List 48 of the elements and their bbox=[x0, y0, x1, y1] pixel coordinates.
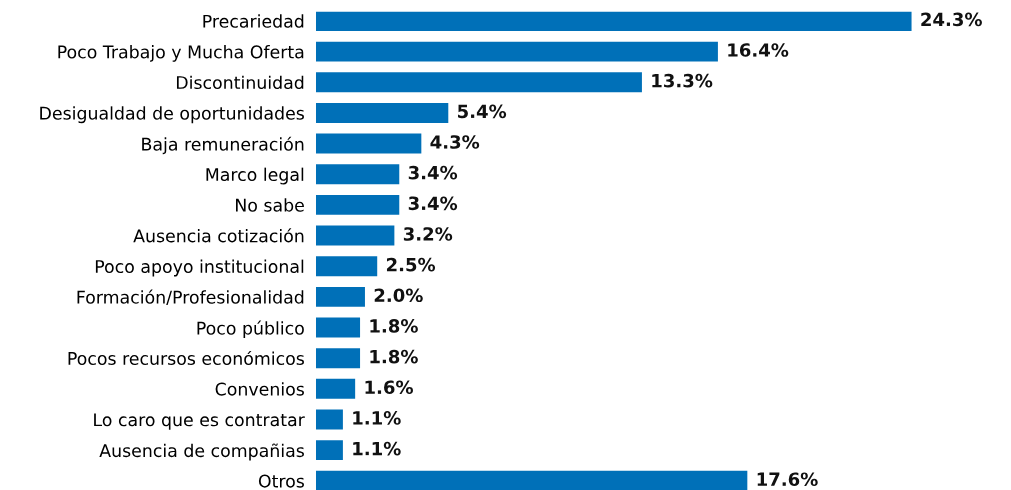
y-tick-label: No sabe bbox=[236, 198, 304, 212]
bar bbox=[315, 41, 718, 62]
y-tick-label: Poco apoyo institucional bbox=[95, 259, 304, 277]
y-tick-label: Poco Trabajo y Mucha Oferta bbox=[58, 45, 304, 62]
y-tick-label: Poco público bbox=[197, 320, 304, 339]
y-tick-label: Discontinuidad bbox=[176, 75, 304, 90]
bar bbox=[315, 348, 361, 369]
bar bbox=[315, 164, 400, 185]
data-label: 17.6% bbox=[757, 472, 818, 487]
data-label: 1.8% bbox=[370, 349, 418, 364]
y-tick-label: Pocos recursos económicos bbox=[68, 350, 304, 366]
data-label: 3.2% bbox=[403, 227, 453, 241]
bar bbox=[315, 194, 400, 215]
bar bbox=[315, 378, 356, 399]
bar bbox=[315, 470, 748, 490]
bar bbox=[315, 102, 449, 123]
data-label: 1.1% bbox=[353, 411, 401, 425]
y-tick-label: Desigualdad de oportunidades bbox=[40, 106, 304, 124]
y-tick-label: Otros bbox=[258, 474, 304, 488]
data-label: 3.4% bbox=[408, 196, 458, 211]
y-tick-label: Precariedad bbox=[203, 14, 304, 28]
data-label: 1.6% bbox=[365, 380, 413, 395]
y-tick-label: Lo caro que es contratar bbox=[94, 413, 305, 430]
data-label: 1.1% bbox=[353, 441, 401, 456]
bar bbox=[315, 133, 422, 154]
bar bbox=[315, 440, 343, 461]
bar bbox=[315, 409, 343, 430]
y-tick-label: Ausencia de compañias bbox=[99, 443, 304, 461]
data-label: 16.4% bbox=[728, 43, 789, 57]
bar bbox=[315, 256, 378, 277]
data-label: 1.8% bbox=[370, 319, 418, 333]
y-tick-label: Ausencia cotización bbox=[133, 228, 304, 243]
data-label: 3.4% bbox=[408, 165, 458, 180]
data-label: 2.0% bbox=[374, 288, 423, 303]
data-label: 2.5% bbox=[386, 257, 436, 272]
bar bbox=[315, 225, 395, 246]
data-label: 5.4% bbox=[458, 104, 507, 119]
data-label: 24.3% bbox=[921, 12, 982, 27]
bar bbox=[315, 286, 365, 307]
y-tick-label: Baja remuneración bbox=[142, 136, 304, 155]
bar bbox=[315, 317, 361, 338]
data-label: 13.3% bbox=[652, 73, 713, 88]
bar bbox=[315, 72, 642, 93]
y-tick-label: Formación/Profesionalidad bbox=[77, 289, 304, 306]
bar bbox=[315, 11, 912, 31]
data-label: 4.3% bbox=[430, 135, 480, 149]
y-tick-label: Marco legal bbox=[206, 167, 304, 185]
y-tick-label: Convenios bbox=[215, 382, 304, 396]
